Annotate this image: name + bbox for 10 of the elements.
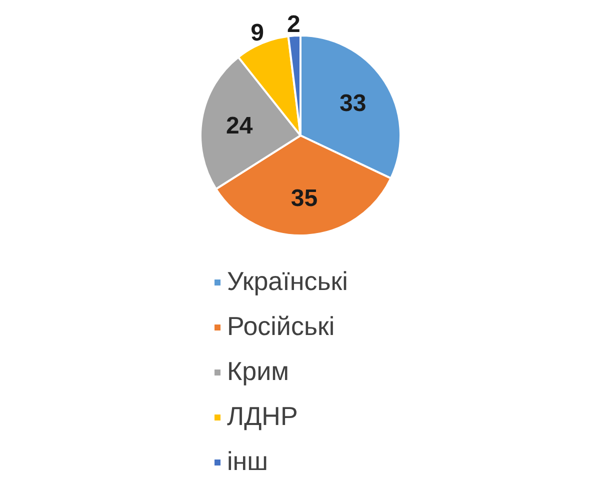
legend-label: ЛДНР [227, 401, 298, 432]
legend-label: Російські [227, 311, 335, 342]
data-label: 9 [250, 20, 264, 47]
data-label: 35 [290, 184, 318, 212]
data-label: 24 [226, 112, 254, 140]
data-label: 2 [287, 11, 300, 38]
legend-label: Крим [227, 356, 290, 387]
data-label: 33 [340, 90, 366, 117]
legend-label: інш [227, 446, 268, 477]
legend-label: Українські [227, 266, 348, 297]
